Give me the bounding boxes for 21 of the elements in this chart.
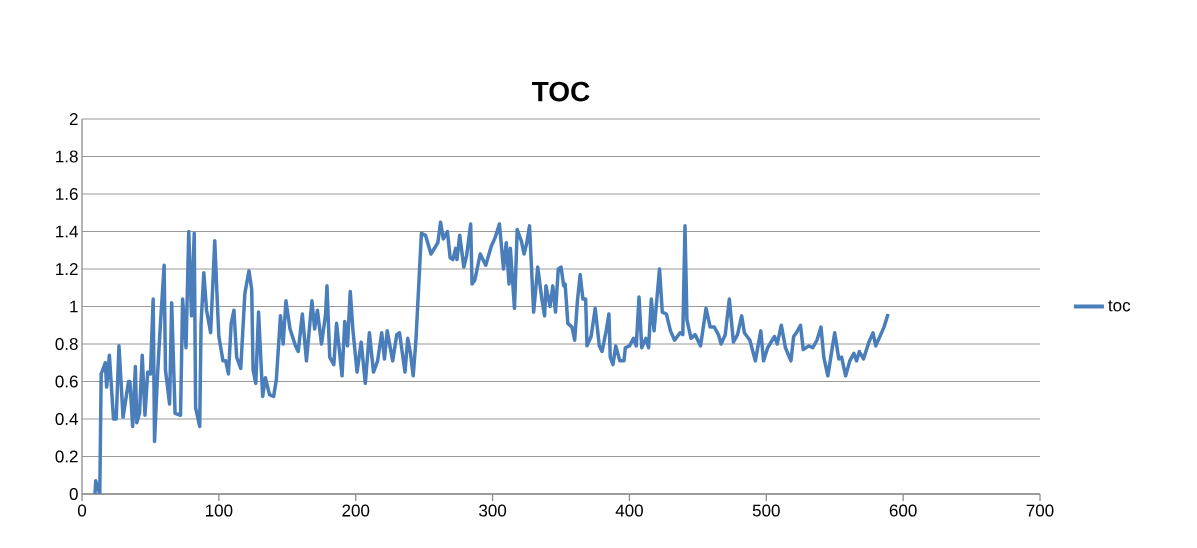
y-tick-label: 0.8	[55, 337, 78, 351]
y-tick-label: 1.6	[56, 187, 78, 201]
y-tick-label: 0	[69, 487, 78, 501]
x-tick-label: 400	[615, 504, 643, 517]
x-tick-label: 700	[1026, 504, 1054, 517]
x-tick-label: 600	[889, 504, 917, 517]
x-tick-label: 300	[479, 504, 507, 517]
y-tick-label: 0.4	[55, 412, 78, 426]
y-tick-label: 1	[70, 300, 78, 313]
x-tick-label: 0	[77, 504, 87, 517]
chart-title: TOC	[532, 81, 590, 102]
y-tick-label: 1.4	[56, 225, 78, 238]
x-tick-label: 100	[205, 504, 233, 517]
legend-label: toc	[1108, 300, 1131, 312]
y-tick-label: 0.2	[55, 450, 78, 463]
y-tick-label: 1.2	[56, 263, 78, 275]
x-tick-label: 200	[342, 504, 370, 517]
y-tick-label: 1.8	[56, 150, 78, 163]
y-tick-label: 2	[69, 113, 78, 125]
x-tick-label: 500	[752, 504, 780, 517]
y-tick-label: 0.6	[55, 375, 78, 388]
